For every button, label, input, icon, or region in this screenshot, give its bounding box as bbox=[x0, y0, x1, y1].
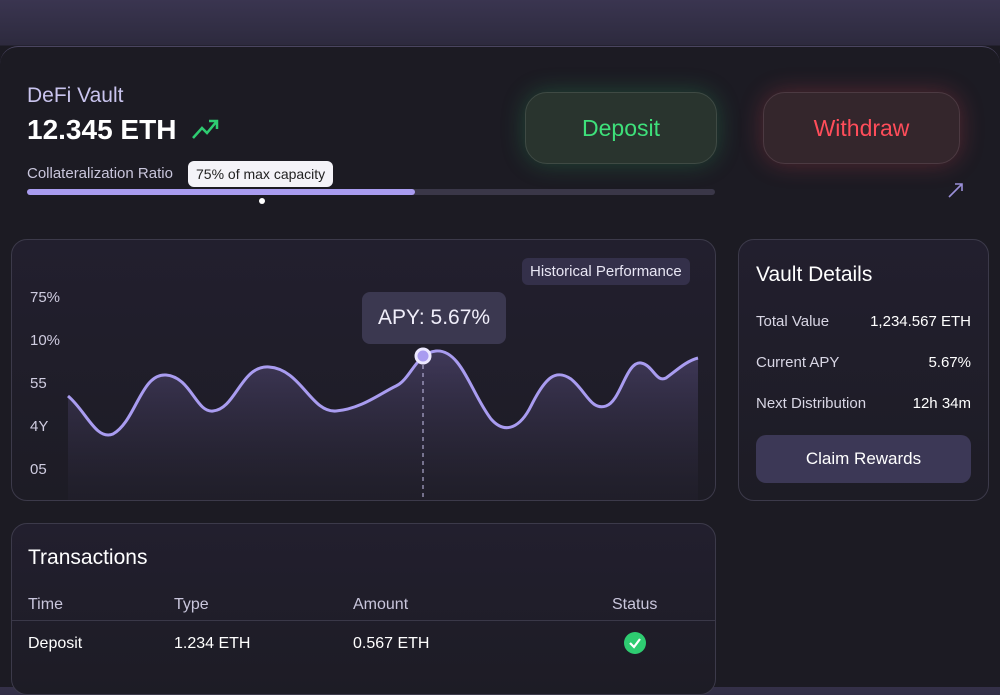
cell: 0.567 ETH bbox=[353, 635, 430, 652]
performance-card: 75% 10% 55 4Y 05 Historical Performance APY:… bbox=[11, 239, 716, 501]
y-label: 4Y bbox=[30, 418, 49, 435]
hover-point bbox=[414, 347, 432, 365]
expand-icon[interactable] bbox=[946, 180, 966, 200]
vault-title: DeFi Vault bbox=[27, 84, 124, 107]
vault-balance: 12.345 ETH bbox=[27, 114, 177, 145]
claim-button[interactable]: Claim Rewards bbox=[756, 435, 971, 483]
deposit-button[interactable]: Deposit bbox=[525, 92, 717, 164]
column-header: Time bbox=[28, 596, 63, 613]
transactions-title: Transactions bbox=[28, 546, 148, 569]
detail-value: 12h 34m bbox=[912, 395, 971, 412]
detail-value: 1,234.567 ETH bbox=[870, 313, 971, 330]
collateral-tooltip: 75% of max capacity bbox=[188, 161, 334, 187]
performance-badge: Historical Performance bbox=[522, 258, 690, 285]
detail-label: Next Distribution bbox=[756, 395, 867, 412]
trend-icon bbox=[192, 119, 219, 139]
status-icon bbox=[624, 632, 646, 654]
apy-tooltip: APY: 5.67% bbox=[362, 292, 507, 344]
performance-area bbox=[68, 350, 698, 500]
progress-dot bbox=[259, 198, 265, 204]
transactions-card: Transactions Time Type Amount Status Deposit… bbox=[11, 523, 716, 695]
detail-value: 5.67% bbox=[928, 354, 971, 371]
performance-chart bbox=[67, 347, 699, 500]
detail-label: Current APY bbox=[756, 354, 840, 371]
withdraw-button[interactable]: Withdraw bbox=[763, 92, 960, 164]
collateral-label: Collateralization Ratio bbox=[27, 165, 173, 182]
y-label: 05 bbox=[30, 461, 47, 478]
y-label: 55 bbox=[30, 375, 47, 392]
y-label: 10% bbox=[30, 332, 61, 349]
progress-fill bbox=[27, 189, 415, 195]
check bbox=[629, 638, 641, 649]
divider bbox=[12, 620, 715, 621]
cell: 1.234 ETH bbox=[174, 635, 251, 652]
details-title: Vault Details bbox=[756, 263, 873, 286]
column-header: Amount bbox=[353, 596, 409, 613]
cell: Deposit bbox=[28, 635, 83, 652]
vault-details-card: Vault Details Total Value 1,234.567 ETH Cu… bbox=[738, 239, 989, 501]
detail-label: Total Value bbox=[756, 313, 830, 330]
column-header: Status bbox=[612, 596, 658, 613]
column-header: Type bbox=[174, 596, 209, 613]
y-label: 75% bbox=[30, 289, 61, 306]
